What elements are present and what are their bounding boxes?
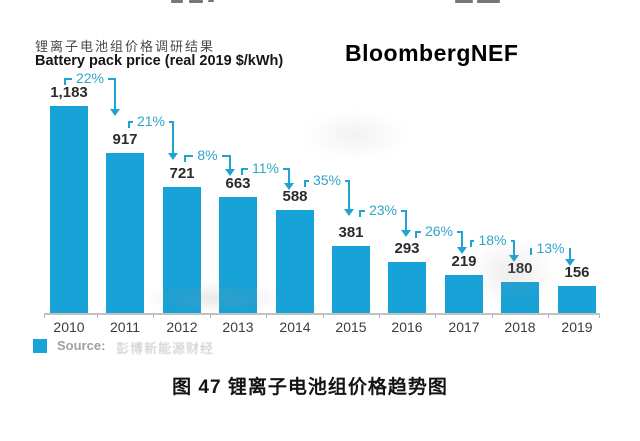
decline-arrow-icon xyxy=(225,169,235,176)
x-axis-label-2015: 2015 xyxy=(335,319,367,335)
x-axis-tick xyxy=(210,313,211,318)
bar-value-label: 917 xyxy=(112,131,138,148)
decline-arrow-icon xyxy=(565,259,575,266)
source-label: Source: xyxy=(57,338,106,353)
cutoff-text-fragment xyxy=(171,0,183,3)
watermark-smudge xyxy=(300,110,410,160)
x-axis-tick xyxy=(323,313,324,318)
decline-bracket-drop xyxy=(172,121,174,155)
bar-value-label: 381 xyxy=(338,224,364,241)
x-axis-label-2017: 2017 xyxy=(448,319,480,335)
decline-bracket-drop xyxy=(513,240,515,257)
decline-arrow-icon xyxy=(284,183,294,190)
x-axis-label-2010: 2010 xyxy=(53,319,85,335)
bar-2018 xyxy=(501,282,539,313)
chart-subtitle-english: Battery pack price (real 2019 $/kWh) xyxy=(35,53,284,69)
x-axis-label-2013: 2013 xyxy=(222,319,254,335)
decline-percent-label: 26% xyxy=(415,223,463,239)
legend-color-swatch xyxy=(33,339,47,353)
bar-2010 xyxy=(50,106,88,313)
cutoff-text-fragment xyxy=(477,0,500,3)
decline-percent-label: 35% xyxy=(304,172,350,188)
x-axis-tick xyxy=(435,313,436,318)
chart-title-chinese: 锂离子电池组价格调研结果 xyxy=(35,39,216,54)
decline-bracket-drop xyxy=(288,168,290,185)
decline-percent-label: 13% xyxy=(530,240,571,256)
x-axis-line xyxy=(44,313,600,315)
decline-bracket-stub xyxy=(64,78,66,85)
decline-percent-label: 23% xyxy=(359,202,407,218)
cutoff-text-fragment xyxy=(208,0,214,2)
decline-bracket-drop xyxy=(348,180,350,211)
x-axis-tick xyxy=(379,313,380,318)
decline-arrow-icon xyxy=(344,209,354,216)
x-axis-tick xyxy=(548,313,549,318)
x-axis-tick xyxy=(599,313,600,318)
bar-value-label: 721 xyxy=(169,165,195,182)
decline-arrow-icon xyxy=(401,230,411,237)
bar-2016 xyxy=(388,262,426,313)
decline-percent-label: 21% xyxy=(128,113,174,129)
x-axis-label-2011: 2011 xyxy=(109,319,141,335)
decline-bracket-stub xyxy=(530,248,532,255)
bar-value-label: 663 xyxy=(225,175,251,192)
cutoff-text-fragment xyxy=(455,0,473,3)
decline-arrow-icon xyxy=(110,109,120,116)
bloombergnef-logo: BloombergNEF xyxy=(345,40,519,66)
x-axis-tick xyxy=(44,313,45,318)
x-axis-tick xyxy=(153,313,154,318)
decline-bracket-drop xyxy=(569,248,571,261)
x-axis-tick xyxy=(266,313,267,318)
cutoff-text-fragment xyxy=(189,0,203,3)
decline-bracket-drop xyxy=(114,78,116,111)
source-value: 彭博新能源财经 xyxy=(116,341,215,356)
decline-bracket-stub xyxy=(470,240,472,247)
bar-value-label: 588 xyxy=(282,188,308,205)
decline-arrow-icon xyxy=(457,247,467,254)
decline-percent-label: 11% xyxy=(241,160,290,176)
decline-percent-label: 18% xyxy=(470,232,515,248)
bar-2014 xyxy=(276,210,314,313)
decline-bracket-drop xyxy=(405,210,407,232)
bar-value-label: 293 xyxy=(394,240,420,257)
x-axis-label-2018: 2018 xyxy=(504,319,536,335)
bar-value-label: 156 xyxy=(564,264,590,281)
decline-bracket-stub xyxy=(128,121,130,128)
bar-value-label: 180 xyxy=(507,260,533,277)
bar-2012 xyxy=(163,187,201,313)
bar-value-label: 219 xyxy=(451,253,477,270)
bar-2019 xyxy=(558,286,596,313)
bar-2015 xyxy=(332,246,370,313)
decline-bracket-stub xyxy=(304,180,306,187)
bar-2013 xyxy=(219,197,257,313)
figure-caption: 图 47 锂离子电池组价格趋势图 xyxy=(172,377,448,398)
decline-bracket-stub xyxy=(359,210,361,217)
x-axis-label-2012: 2012 xyxy=(166,319,198,335)
decline-bracket-stub xyxy=(415,231,417,238)
decline-bracket-drop xyxy=(229,155,231,171)
x-axis-tick xyxy=(97,313,98,318)
x-axis-label-2019: 2019 xyxy=(561,319,593,335)
decline-arrow-icon xyxy=(168,153,178,160)
bar-value-label: 1,183 xyxy=(50,84,88,101)
x-axis-label-2016: 2016 xyxy=(391,319,423,335)
bar-2017 xyxy=(445,275,483,313)
decline-bracket-stub xyxy=(184,155,186,162)
x-axis-tick xyxy=(492,313,493,318)
decline-bracket-drop xyxy=(461,231,463,249)
decline-percent-label: 22% xyxy=(64,70,116,86)
decline-arrow-icon xyxy=(509,255,519,262)
bar-2011 xyxy=(106,153,144,313)
decline-percent-label: 8% xyxy=(184,147,231,163)
x-axis-label-2014: 2014 xyxy=(279,319,311,335)
decline-bracket-stub xyxy=(241,168,243,175)
